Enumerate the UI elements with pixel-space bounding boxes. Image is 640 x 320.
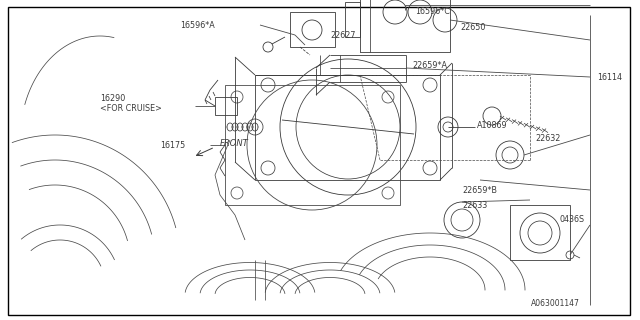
Text: 16290: 16290 (100, 93, 125, 102)
Text: 22627: 22627 (330, 30, 355, 39)
Text: 16596*A: 16596*A (180, 20, 215, 29)
Text: 22659*B: 22659*B (462, 186, 497, 195)
Bar (290, 12, 335, 47)
Bar (360, 0, 450, 52)
Text: 0436S: 0436S (560, 215, 585, 225)
Text: A063001147: A063001147 (531, 299, 580, 308)
Text: A10869: A10869 (477, 121, 508, 130)
Text: 22632: 22632 (535, 133, 561, 142)
Bar (215, 97, 237, 115)
Text: FRONT: FRONT (220, 139, 249, 148)
Text: 16596*C: 16596*C (415, 6, 450, 15)
Text: <FOR CRUISE>: <FOR CRUISE> (100, 103, 162, 113)
Bar (345, 2, 360, 37)
Bar (225, 85, 400, 205)
Text: 16175: 16175 (160, 140, 185, 149)
Text: 22633: 22633 (462, 202, 487, 211)
Text: 22650: 22650 (460, 22, 485, 31)
Text: 22659*A: 22659*A (412, 60, 447, 69)
Bar (255, 75, 440, 180)
Text: 16114: 16114 (597, 73, 622, 82)
Bar (510, 205, 570, 260)
